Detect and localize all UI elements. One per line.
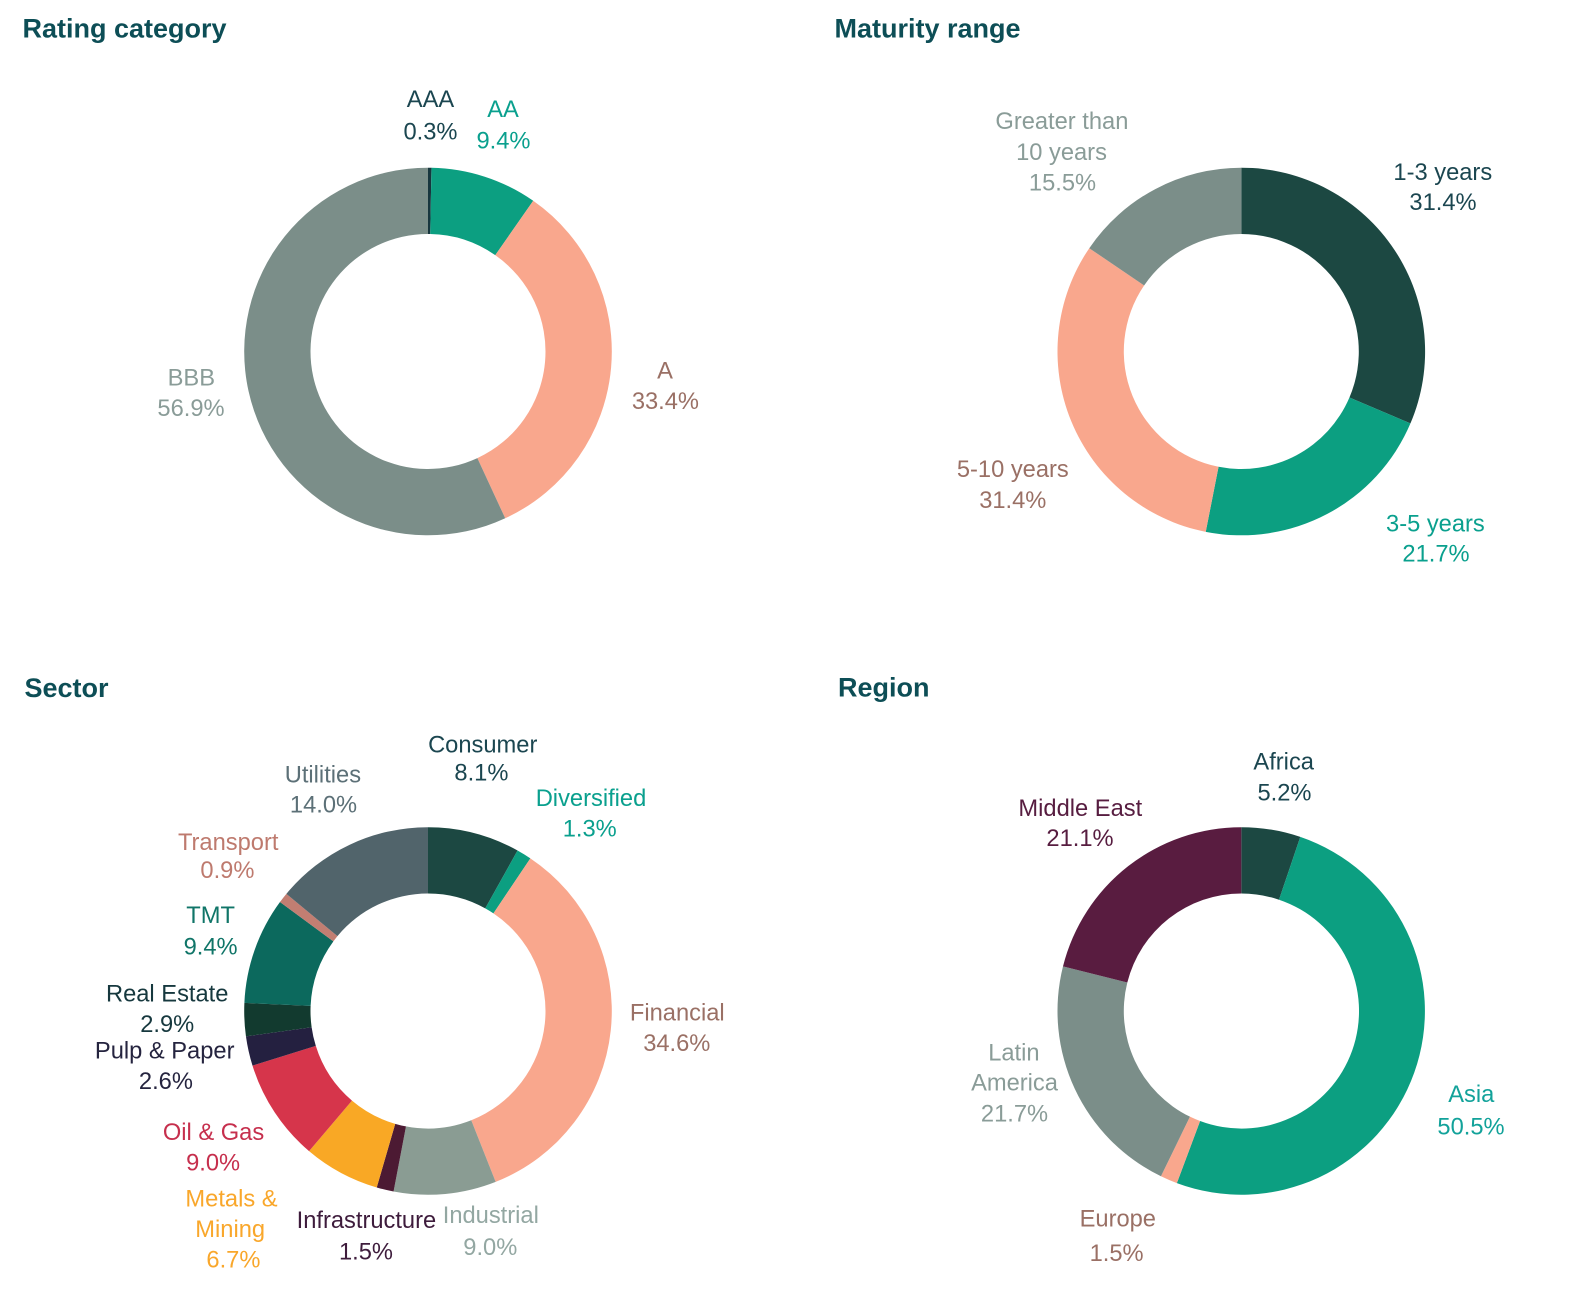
svg-text:34.6%: 34.6% (643, 1031, 710, 1057)
svg-text:10 years: 10 years (1016, 140, 1107, 166)
svg-text:5-10 years: 5-10 years (957, 457, 1069, 483)
svg-text:Diversified: Diversified (536, 786, 647, 812)
svg-text:Consumer: Consumer (428, 733, 537, 759)
svg-text:Greater than: Greater than (995, 109, 1128, 135)
svg-text:14.0%: 14.0% (290, 793, 357, 819)
svg-text:2.9%: 2.9% (140, 1012, 194, 1038)
svg-text:AAA: AAA (407, 87, 455, 113)
svg-text:Pulp & Paper: Pulp & Paper (95, 1039, 235, 1065)
svg-text:8.1%: 8.1% (454, 761, 508, 787)
svg-text:21.7%: 21.7% (981, 1102, 1048, 1128)
svg-text:2.6%: 2.6% (139, 1069, 193, 1095)
svg-text:TMT: TMT (186, 903, 235, 929)
svg-text:Utilities: Utilities (285, 763, 361, 789)
svg-text:9.0%: 9.0% (186, 1150, 240, 1176)
svg-text:Metals &: Metals & (185, 1186, 277, 1212)
svg-text:Sector: Sector (25, 673, 110, 703)
svg-text:5.2%: 5.2% (1258, 781, 1312, 807)
svg-text:33.4%: 33.4% (632, 389, 699, 415)
svg-text:Africa: Africa (1253, 749, 1314, 775)
svg-text:AA: AA (487, 97, 519, 123)
svg-text:Financial: Financial (630, 1001, 725, 1027)
svg-text:3-5 years: 3-5 years (1386, 511, 1485, 537)
svg-text:0.9%: 0.9% (200, 858, 254, 884)
svg-text:31.4%: 31.4% (1409, 190, 1476, 216)
svg-text:6.7%: 6.7% (206, 1247, 260, 1273)
svg-text:31.4%: 31.4% (979, 488, 1046, 514)
svg-text:Real Estate: Real Estate (106, 982, 228, 1008)
svg-text:BBB: BBB (168, 366, 215, 392)
svg-text:1-3 years: 1-3 years (1393, 160, 1492, 186)
svg-text:1.5%: 1.5% (339, 1239, 393, 1265)
svg-text:9.4%: 9.4% (184, 935, 238, 961)
svg-text:0.3%: 0.3% (404, 120, 458, 146)
svg-text:Asia: Asia (1448, 1082, 1495, 1108)
svg-text:56.9%: 56.9% (157, 396, 224, 422)
svg-text:Middle East: Middle East (1018, 796, 1142, 822)
svg-text:Oil & Gas: Oil & Gas (163, 1120, 264, 1146)
svg-text:50.5%: 50.5% (1437, 1114, 1504, 1140)
svg-text:Maturity range: Maturity range (835, 13, 1021, 43)
svg-text:9.0%: 9.0% (463, 1235, 517, 1261)
svg-text:9.4%: 9.4% (477, 129, 531, 155)
svg-text:1.3%: 1.3% (563, 817, 617, 843)
svg-text:Region: Region (838, 673, 930, 703)
svg-text:America: America (971, 1071, 1059, 1097)
svg-text:15.5%: 15.5% (1029, 170, 1096, 196)
svg-text:Industrial: Industrial (443, 1203, 539, 1229)
svg-text:Latin: Latin (988, 1040, 1039, 1066)
svg-text:1.5%: 1.5% (1090, 1241, 1144, 1267)
svg-text:Infrastructure: Infrastructure (297, 1208, 437, 1234)
svg-text:21.1%: 21.1% (1046, 826, 1113, 852)
svg-text:Mining: Mining (195, 1217, 265, 1243)
svg-text:A: A (657, 359, 673, 385)
svg-text:Europe: Europe (1080, 1207, 1156, 1233)
svg-text:21.7%: 21.7% (1402, 541, 1469, 567)
svg-text:Rating category: Rating category (23, 13, 227, 43)
svg-text:Transport: Transport (178, 830, 279, 856)
